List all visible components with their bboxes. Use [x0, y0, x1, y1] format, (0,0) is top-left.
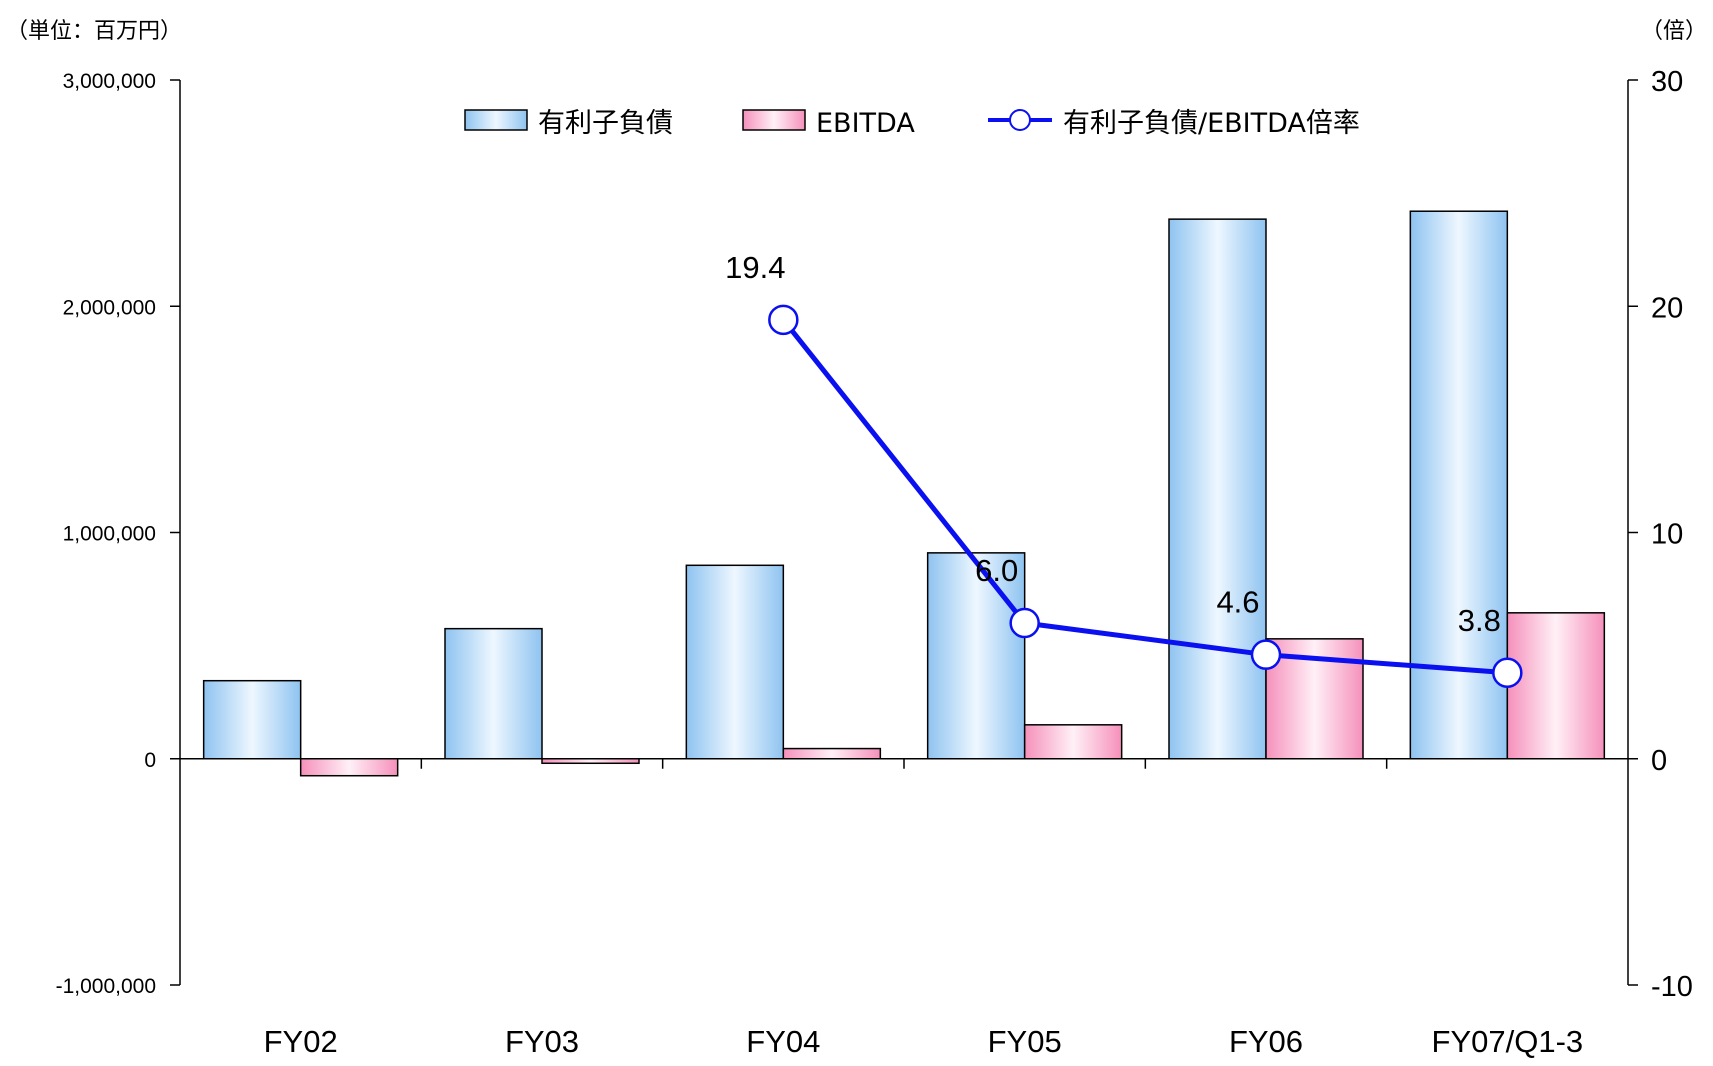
- bar-debt-fy05: [926, 552, 1026, 760]
- legend-swatch-ebitda: [742, 109, 806, 131]
- legend-label-ratio: 有利子負債/EBITDA倍率: [1063, 108, 1360, 139]
- y-left-tick-label: 3,000,000: [63, 70, 156, 93]
- ratio-marker: [768, 304, 799, 336]
- y-left-tick-label: -1,000,000: [56, 975, 156, 998]
- y-left-tick-label: 0: [144, 749, 156, 772]
- x-tick-label: FY06: [1229, 1024, 1303, 1059]
- x-tick-label: FY02: [264, 1024, 338, 1059]
- ratio-data-label: 6.0: [975, 553, 1018, 588]
- ratio-data-label: 19.4: [725, 250, 785, 285]
- y-right-tick-label: 10: [1651, 519, 1683, 551]
- legend-label-debt: 有利子負債: [538, 108, 673, 139]
- legend-swatch-ratio-marker: [1009, 109, 1031, 131]
- bar-debt-fy02: [202, 679, 302, 760]
- ratio-marker: [1492, 657, 1523, 689]
- ratio-marker: [1009, 607, 1040, 639]
- ratio-data-label: 4.6: [1216, 585, 1259, 620]
- bar-ebitda-fy03: [541, 758, 640, 765]
- left-unit-label: （単位：百万円）: [6, 19, 182, 44]
- legend: 有利子負債 EBITDA 有利子負債/EBITDA倍率: [464, 108, 1360, 139]
- y-right-tick-label: 30: [1651, 66, 1683, 98]
- x-tick-label: FY03: [505, 1024, 579, 1059]
- legend-label-ebitda: EBITDA: [816, 108, 915, 139]
- bar-ebitda-fy05: [1023, 724, 1123, 760]
- y-right-tick-label: -10: [1651, 971, 1693, 1003]
- bar-ebitda-fy02: [299, 758, 399, 777]
- bar-debt-fy03: [444, 627, 543, 760]
- y-right-tick-label: 20: [1651, 292, 1683, 324]
- bar-debt-fy06: [1168, 218, 1267, 760]
- ratio-data-label: 3.8: [1458, 603, 1501, 638]
- legend-swatch-debt: [464, 109, 528, 131]
- y-left-tick-label: 2,000,000: [63, 296, 156, 319]
- bar-ebitda-fy04: [782, 747, 882, 760]
- ratio-marker: [1250, 639, 1282, 670]
- x-tick-label: FY07/Q1-3: [1432, 1024, 1584, 1059]
- ratio-line: [781, 318, 1508, 676]
- plot-area: -1,000,000 0 1,000,000 2,000,000 3,000,000 -1…: [56, 66, 1693, 1059]
- y-right-tick-label: 0: [1651, 745, 1667, 777]
- x-tick-label: FY05: [988, 1024, 1062, 1059]
- bar-debt-fy04: [685, 564, 785, 760]
- bar-ebitda-fy07-q1-3: [1506, 612, 1606, 760]
- y-left-tick-label: 1,000,000: [63, 523, 156, 546]
- right-unit-label: （倍）: [1641, 19, 1707, 44]
- x-tick-label: FY04: [746, 1024, 820, 1059]
